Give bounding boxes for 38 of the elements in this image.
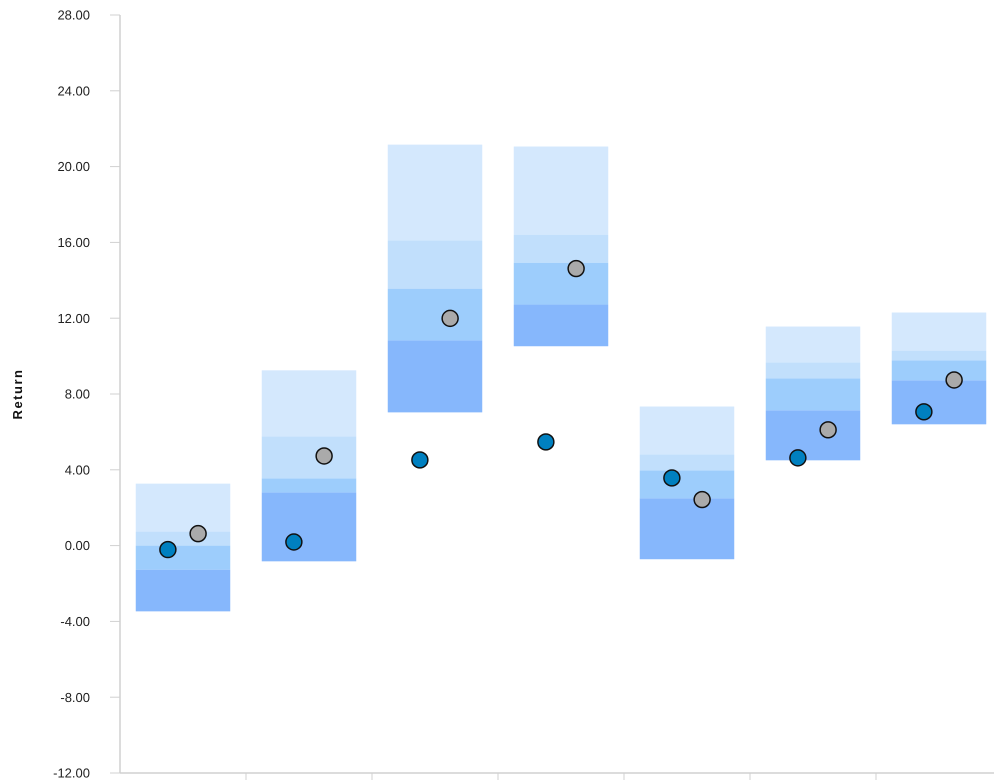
bar [892,380,986,424]
bar [766,326,860,362]
y-tick-label: 20.00 [57,159,90,174]
y-tick-label: -8.00 [60,690,90,705]
y-axis-title: Return [10,368,25,420]
y-tick-label: 12.00 [57,310,90,326]
bar [388,288,482,340]
bar [136,546,230,570]
y-tick-label: 24.00 [57,83,90,98]
bar [136,570,230,612]
bar [388,240,482,289]
y-tick-label: 28.00 [57,8,90,23]
bar [892,312,986,351]
bar [640,406,734,454]
bar [892,360,986,380]
bar [262,436,356,478]
bar [766,378,860,410]
y-tick-label: 0.00 [64,538,90,554]
bar [514,262,608,305]
bar [640,498,734,560]
y-tick-label: 16.00 [57,234,90,250]
y-tick-label: -12.00 [53,766,90,780]
bar [262,478,356,492]
y-tick-label: 8.00 [64,386,90,402]
bar [766,362,860,378]
bar [514,146,608,235]
bar [892,350,986,360]
bar [136,484,230,532]
bar [388,144,482,240]
bar [514,304,608,346]
bar [640,454,734,470]
bar [388,340,482,412]
bar [514,234,608,263]
y-tick-label: 4.00 [64,462,90,478]
y-tick-label: -4.00 [60,614,90,629]
bar [262,370,356,436]
bar [766,410,860,460]
bar [262,492,356,562]
